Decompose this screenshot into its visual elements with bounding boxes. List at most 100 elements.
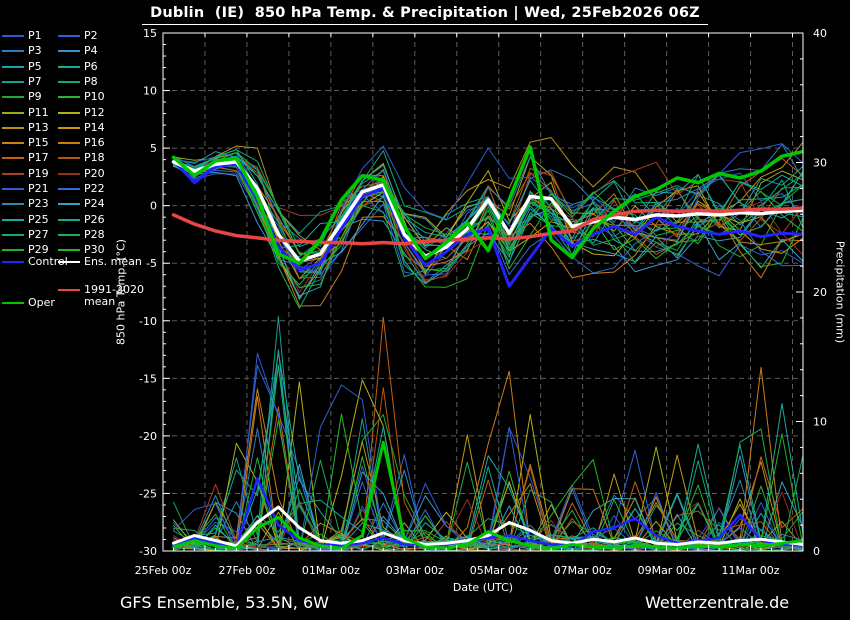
legend-label-climate-2: mean: [84, 295, 116, 308]
legend-label: P15: [28, 136, 49, 150]
member-precip-line-p28: [173, 364, 803, 551]
legend-item-p30: P30: [58, 244, 105, 256]
y-right-tick-label: 10: [813, 416, 827, 429]
member-line-swatch: [2, 172, 24, 175]
legend-label: P9: [28, 90, 42, 104]
control-temp-line: [172, 159, 803, 288]
legend-item-p27: P27: [2, 228, 49, 241]
legend-item-p2: P2: [58, 30, 98, 42]
member-line-swatch: [58, 96, 80, 99]
site-credit: Wetterzentrale.de: [645, 593, 790, 612]
legend-label: P16: [84, 136, 105, 150]
member-line-swatch: [58, 249, 80, 252]
legend-item-control: Control: [2, 256, 68, 268]
legend-item-oper: Oper: [2, 297, 55, 309]
oper-precip-line: [172, 440, 803, 550]
member-line-swatch: [58, 203, 80, 206]
model-caption: GFS Ensemble, 53.5N, 6W: [120, 593, 329, 612]
member-line-swatch: [2, 50, 24, 53]
member-line-swatch: [2, 35, 24, 37]
legend-label: P25: [28, 212, 49, 226]
legend-item-p6: P6: [58, 59, 98, 73]
legend-item-p29: P29: [2, 244, 49, 256]
member-temp-line-p28: [173, 161, 803, 309]
member-line-swatch: [2, 142, 24, 145]
legend-item-p18: P18: [58, 152, 105, 164]
y-right-tick-label: 20: [813, 286, 827, 299]
member-line-swatch: [58, 218, 80, 221]
legend-label: P6: [84, 59, 98, 73]
legend-label: P18: [84, 151, 105, 165]
chart-title: Dublin (IE) 850 hPa Temp. & Precipitatio…: [142, 5, 708, 25]
legend-label-oper: Oper: [28, 296, 55, 309]
member-line-swatch: [58, 80, 80, 83]
legend-item-p11: P11: [2, 106, 49, 119]
legend-item-p23: P23: [2, 198, 49, 210]
legend-label: P19: [28, 166, 49, 180]
x-tick-label: 07Mar 00z: [554, 564, 612, 577]
member-line-swatch: [2, 157, 24, 160]
y-axis-title-right: Precipitation (mm): [833, 240, 847, 344]
legend-item-p24: P24: [58, 198, 105, 210]
climate-mean-line: [171, 206, 803, 246]
legend-label: P12: [84, 105, 105, 119]
y-axis-title-left: 850 hPa Temp. (°C): [114, 239, 128, 345]
y-left-tick-label: -25: [139, 487, 157, 500]
member-line-swatch: [58, 65, 80, 68]
member-precip-line-p30: [173, 413, 803, 551]
axis-ticks: [162, 32, 804, 552]
member-line-swatch: [2, 65, 24, 68]
legend-item-p13: P13: [2, 120, 49, 134]
member-line-swatch: [2, 126, 24, 129]
legend-label: P24: [84, 197, 105, 211]
legend-item-p1: P1: [2, 30, 42, 42]
member-line-swatch: [2, 203, 24, 206]
legend-label: P22: [84, 182, 105, 195]
y-right-tick-label: 30: [813, 157, 827, 170]
x-tick-label: 27Feb 00z: [219, 564, 276, 577]
legend-label: P4: [84, 44, 98, 58]
plot-area: [163, 33, 803, 551]
legend-label: P23: [28, 197, 49, 211]
member-line-swatch: [2, 80, 24, 83]
x-tick-label: 11Mar 00z: [722, 564, 780, 577]
legend-label: P26: [84, 212, 105, 226]
member-line-swatch: [58, 233, 80, 236]
y-left-tick-label: 10: [143, 85, 157, 98]
ens-mean-temp-line: [171, 160, 803, 263]
x-tick-label: 01Mar 00z: [302, 564, 360, 577]
climate-mean-line-swatch: [58, 289, 80, 291]
legend-label: P13: [28, 120, 49, 134]
member-temp-line-p1: [173, 157, 803, 271]
legend-item-p17: P17: [2, 152, 49, 164]
member-line-swatch: [2, 249, 24, 252]
member-line-swatch: [58, 188, 80, 190]
member-temp-line-p26: [173, 156, 803, 254]
ens-mean-line-swatch: [58, 261, 80, 263]
legend-label: P2: [84, 29, 98, 42]
legend-label: P21: [28, 182, 49, 195]
legend-label-control: Control: [28, 255, 68, 268]
legend-item-p16: P16: [58, 137, 105, 149]
member-line-swatch: [2, 188, 24, 190]
member-line-swatch: [58, 142, 80, 145]
legend-label: P10: [84, 90, 105, 104]
legend-label: P14: [84, 120, 105, 134]
x-tick-label: 03Mar 00z: [386, 564, 444, 577]
legend-label-ens-mean: Ens. mean: [84, 255, 142, 268]
ens-mean-precip-line: [172, 505, 803, 548]
legend-item-p12: P12: [58, 105, 105, 119]
legend-label: P29: [28, 243, 49, 257]
x-tick-label: 05Mar 00z: [470, 564, 528, 577]
legend-item-p25: P25: [2, 212, 49, 226]
y-right-tick-label: 0: [813, 545, 820, 558]
y-left-tick-label: 5: [150, 142, 157, 155]
legend-item-p22: P22: [58, 183, 105, 195]
gridlines: [163, 33, 803, 551]
legend-item-p14: P14: [58, 120, 105, 134]
legend-label: P20: [84, 166, 105, 180]
legend-label: P8: [84, 74, 98, 88]
chart-title-row: Dublin (IE) 850 hPa Temp. & Precipitatio…: [0, 2, 850, 25]
legend-label: P3: [28, 44, 42, 58]
